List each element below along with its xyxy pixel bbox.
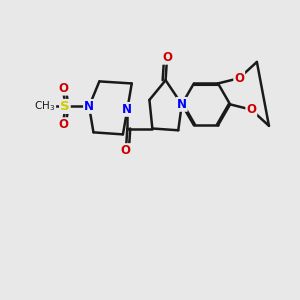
Text: O: O (58, 118, 68, 131)
Text: N: N (122, 103, 132, 116)
Text: O: O (162, 51, 172, 64)
Text: N: N (84, 100, 94, 113)
Text: CH$_3$: CH$_3$ (34, 100, 56, 113)
Text: S: S (60, 100, 70, 113)
Text: O: O (58, 82, 68, 95)
Text: O: O (234, 72, 244, 85)
Text: O: O (246, 103, 256, 116)
Text: O: O (121, 144, 131, 157)
Text: N: N (177, 98, 187, 111)
